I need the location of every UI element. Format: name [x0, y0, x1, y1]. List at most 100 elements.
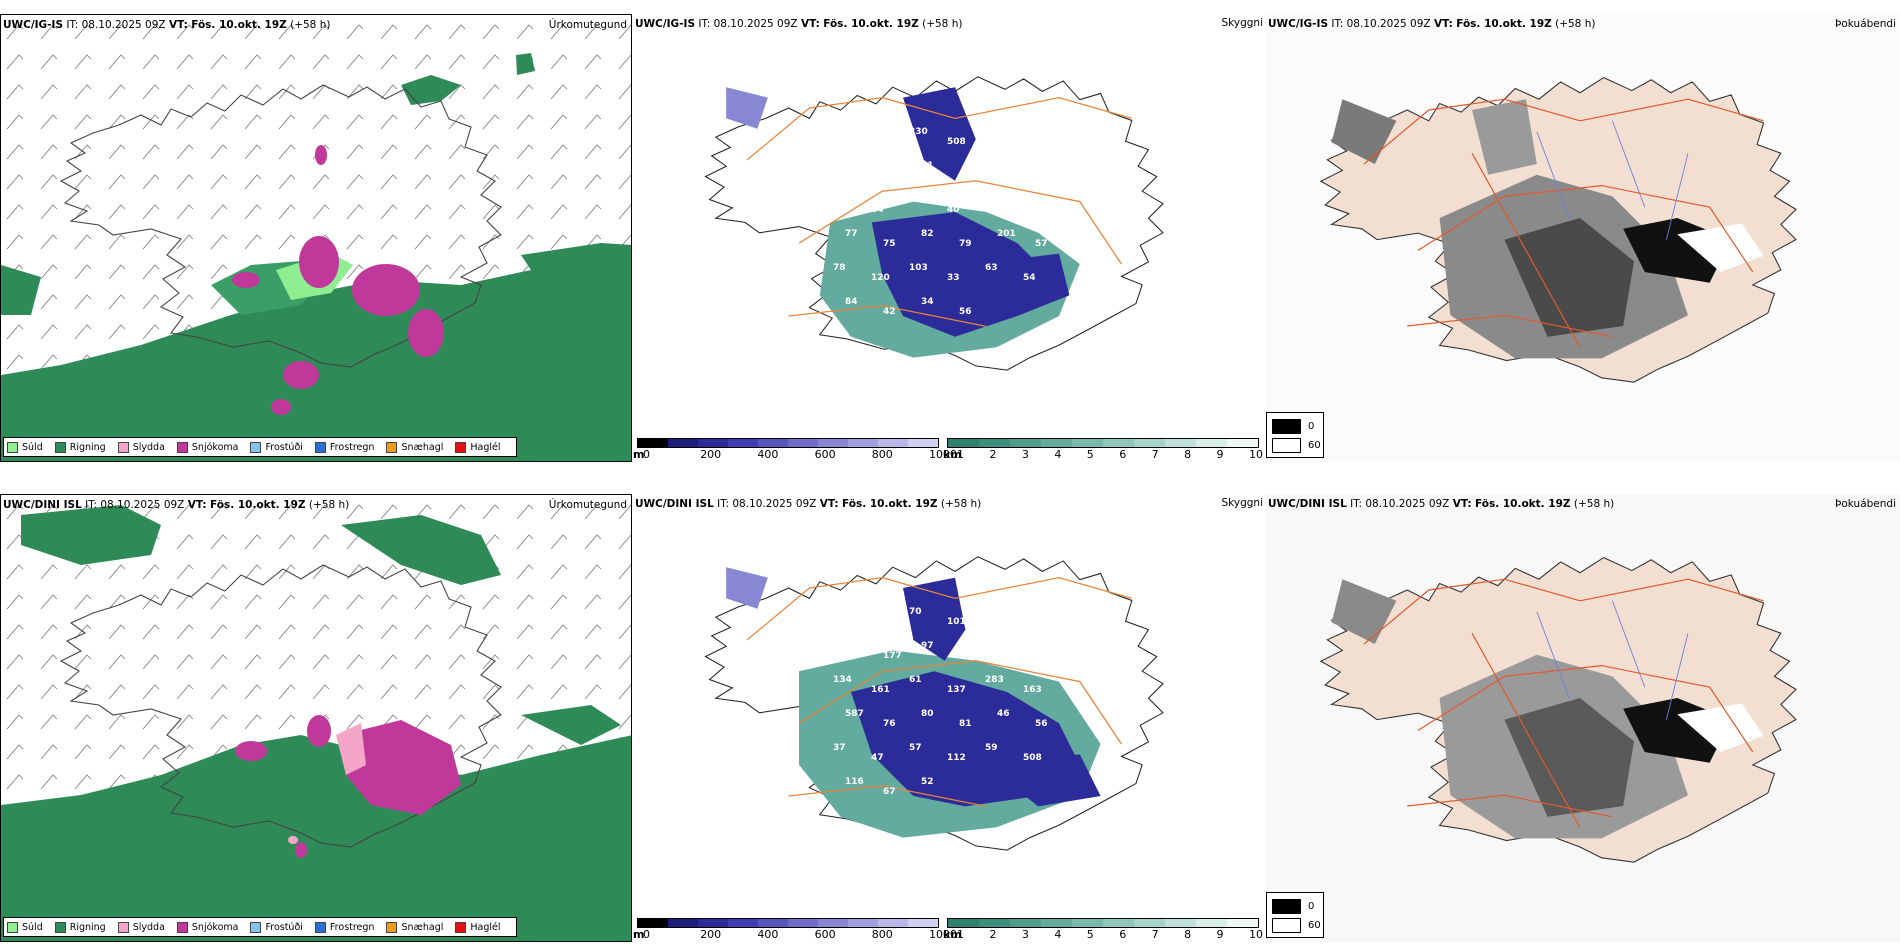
colorbar-tick-label: 800: [871, 928, 893, 941]
legend-item-frostúði: Frostúði: [250, 441, 303, 453]
cloud-base-value-label: 39: [833, 195, 846, 205]
cloud-base-value-label: 84: [845, 297, 858, 307]
cloud-base-value-label: 56: [959, 307, 972, 317]
legend-swatch: [455, 921, 467, 933]
cloud-base-value-label: 161: [871, 685, 890, 695]
cloud-base-value-label: 163: [1023, 685, 1042, 695]
cloud-base-value-label: 37: [833, 743, 846, 753]
legend-swatch: [176, 441, 188, 453]
cloud-base-value-label: 76: [883, 719, 896, 729]
colorbar-tick-label: 9: [1216, 448, 1224, 461]
legend-swatch: [176, 921, 188, 933]
legend-item-slydda: Slydda: [117, 441, 165, 453]
km-colorbar-strip: [947, 918, 1259, 928]
colorbar-tick-label: 600: [814, 928, 836, 941]
cloud-base-value-label: 38: [997, 641, 1010, 651]
m-colorbar-strip: [637, 918, 939, 928]
cloud-base-value-label: 34: [845, 161, 858, 171]
cloud-base-value-label: 49: [1035, 171, 1048, 181]
fog-title-row1: Þokuábendi: [1835, 18, 1896, 30]
spot-labels-row2: 66 44 70 101 45 83 51 177 97 118 38 183 134 161 61 137 2…: [833, 607, 1054, 797]
colorbar-segment: [979, 439, 1010, 447]
cloud-base-value-label: 51: [845, 641, 858, 651]
legend-item-frostúði: Frostúði: [250, 921, 303, 933]
legend-swatch: [7, 441, 18, 453]
colorbar-segment: [1041, 439, 1072, 447]
fog-legend-label: 60: [1308, 440, 1321, 451]
legend-swatch: [117, 921, 129, 933]
colorbar-tick-label: 10: [1249, 448, 1263, 461]
legend-swatch: [117, 441, 129, 453]
colorbar-segment: [728, 439, 758, 447]
colorbar-tick-label: 400: [757, 448, 779, 461]
fog-legend-label: 0: [1308, 901, 1315, 912]
colorbar-tick-label: 1000: [929, 448, 957, 461]
colorbar-segment: [758, 919, 788, 927]
fog-title-row2: Þokuábendi: [1835, 498, 1896, 510]
visibility-header-row1: UWC/IG-IS IT: 08.10.2025 09Z VT: Fös. 10…: [635, 18, 963, 30]
colorbar-segment: [668, 919, 698, 927]
colorbar-tick-label: 1000: [929, 928, 957, 941]
colorbar-segment: [1134, 919, 1165, 927]
cloud-base-value-label: 50: [985, 127, 998, 137]
colorbar-segment: [1041, 919, 1072, 927]
colorbar-segment: [788, 919, 818, 927]
legend-label: Frostúði: [265, 441, 303, 453]
cloud-base-value-label: 59: [985, 743, 998, 753]
legend-item-snjókoma: Snjókoma: [176, 441, 238, 453]
legend-item-slydda: Slydda: [117, 921, 165, 933]
legend-swatch: [54, 441, 66, 453]
colorbar-tick-label: 4: [1054, 928, 1062, 941]
precip-title-row2: Úrkomutegund: [548, 499, 627, 511]
legend-item-haglél: Haglél: [455, 921, 501, 933]
cloud-base-value-label: 64: [871, 205, 884, 215]
colorbar-segment: [638, 439, 668, 447]
colorbar-segment: [878, 919, 908, 927]
colorbar-segment: [1196, 919, 1227, 927]
fog-legend-row1: 0 60: [1266, 412, 1324, 458]
cloud-base-value-label: 67: [883, 787, 896, 797]
visibility-map-row1: 57 55 230 508 50 44 34 59 51 238 36 49 39 64 91 40 95 67 7…: [704, 76, 1164, 371]
visibility-colorbar-row2: km 1 2 3 4 5 6 7 8 9 10: [943, 918, 1263, 942]
cloud-base-value-label: 101: [947, 617, 966, 627]
fog-legend-label: 60: [1308, 920, 1321, 931]
cloud-base-value-label: 120: [871, 273, 890, 283]
legend-label: Slydda: [132, 441, 165, 453]
precip-header-row1: UWC/IG-IS IT: 08.10.2025 09Z VT: Fös. 10…: [3, 19, 331, 31]
legend-label: Slydda: [132, 921, 165, 933]
colorbar-segment: [1134, 439, 1165, 447]
cloud-base-value-label: 95: [985, 195, 998, 205]
colorbar-segment: [908, 919, 938, 927]
fog-legend-item: 0: [1272, 899, 1314, 914]
colorbar-tick-label: 10: [1249, 928, 1263, 941]
cloud-base-value-label: 177: [883, 651, 902, 661]
fog-header-row1: UWC/IG-IS IT: 08.10.2025 09Z VT: Fös. 10…: [1268, 18, 1596, 30]
cloud-base-value-label: 45: [985, 607, 998, 617]
legend-label: Frostúði: [265, 921, 303, 933]
legend-label: Rigning: [69, 441, 106, 453]
legend-swatch: [314, 441, 326, 453]
colorbar-tick-label: 8: [1184, 448, 1192, 461]
legend-swatch: [250, 921, 262, 933]
cloud-base-value-label: 116: [845, 777, 864, 787]
fog-legend-item: 60: [1272, 438, 1321, 453]
colorbar-tick-label: 5: [1086, 928, 1094, 941]
precip-header-row2: UWC/DINI ISL IT: 08.10.2025 09Z VT: Fös.…: [3, 499, 350, 511]
fog-legend-swatch: [1272, 918, 1301, 933]
visibility-title-row2: Skyggni: [1221, 497, 1264, 509]
visibility-title-row1: Skyggni: [1221, 17, 1264, 29]
cloud-base-value-label: 70: [909, 607, 922, 617]
cloud-base-value-label: 97: [921, 641, 934, 651]
fog-header-row2: UWC/DINI ISL IT: 08.10.2025 09Z VT: Fös.…: [1268, 498, 1615, 510]
colorbar-unit: m: [633, 448, 645, 461]
fog-legend-row2: 0 60: [1266, 892, 1324, 938]
legend-label: Haglél: [470, 921, 501, 933]
cloud-base-value-label: 118: [959, 651, 978, 661]
cloud-base-value-label: 42: [883, 307, 896, 317]
cloud-base-value-label: 75: [883, 239, 896, 249]
cloud-base-value-label: 57: [1035, 239, 1048, 249]
m-colorbar-strip: [637, 438, 939, 448]
legend-label: Súld: [22, 921, 43, 933]
cloud-base-value-label: 66: [833, 607, 846, 617]
colorbar-tick-label: 6: [1119, 928, 1127, 941]
